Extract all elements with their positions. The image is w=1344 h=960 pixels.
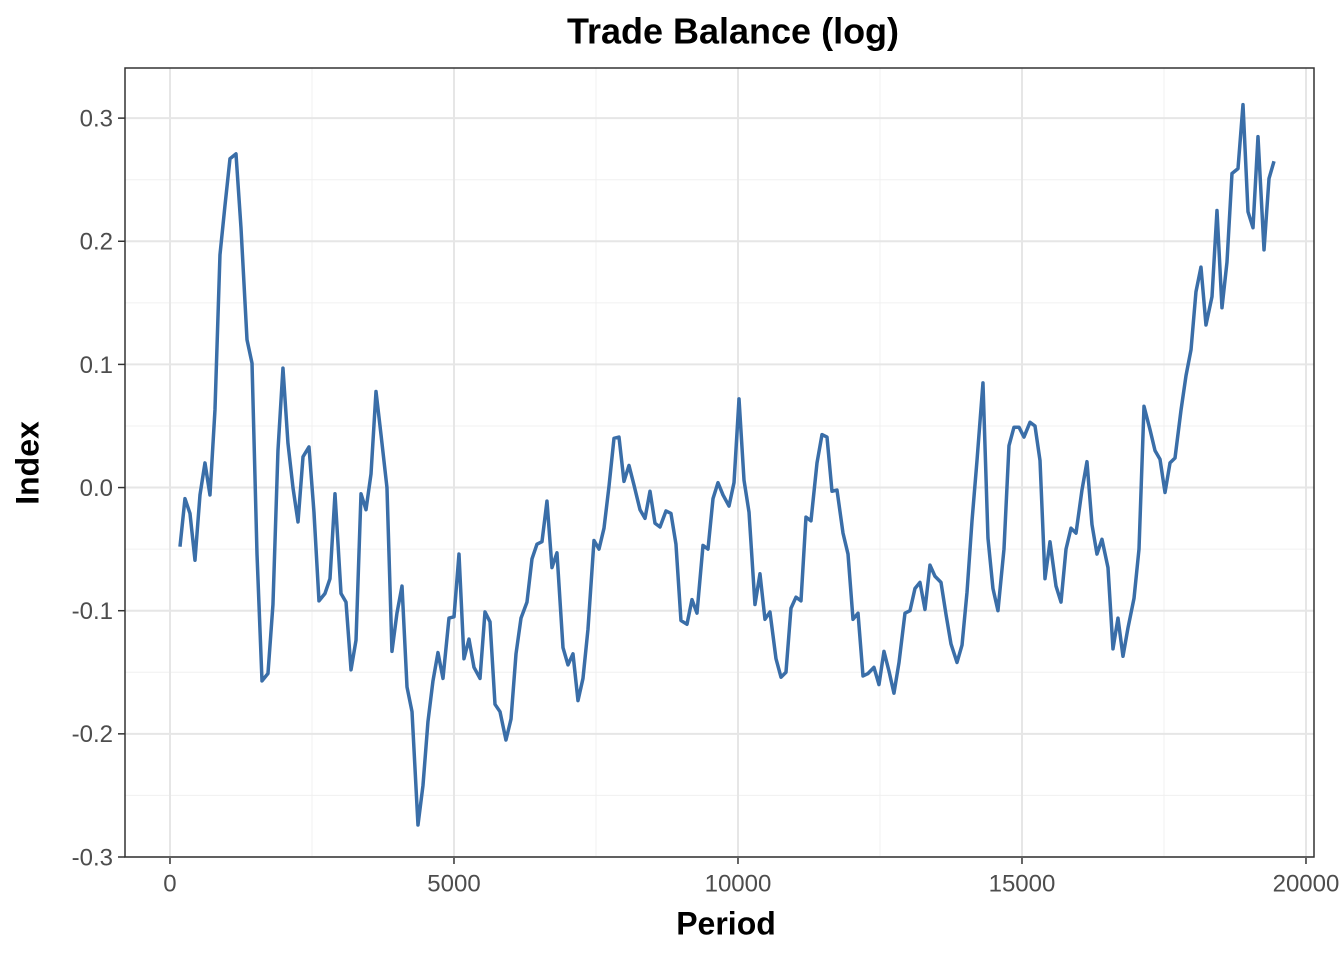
y-tick-label: -0.3 bbox=[72, 844, 113, 871]
y-tick-label: -0.2 bbox=[72, 721, 113, 748]
y-tick-label: 0.1 bbox=[80, 352, 113, 379]
x-tick-label: 15000 bbox=[989, 870, 1056, 897]
plot-border bbox=[124, 67, 1315, 858]
y-tick-label: 0.3 bbox=[80, 105, 113, 132]
chart-title: Trade Balance (log) bbox=[567, 11, 899, 52]
x-tick-label: 10000 bbox=[705, 870, 772, 897]
data-line bbox=[178, 102, 1276, 827]
x-tick-label: 5000 bbox=[427, 870, 480, 897]
x-tick-label: 20000 bbox=[1273, 870, 1340, 897]
y-tick-label: 0.2 bbox=[80, 229, 113, 256]
x-axis-label: Period bbox=[676, 905, 776, 941]
x-tick-label: 0 bbox=[163, 870, 176, 897]
y-axis-label: Index bbox=[9, 421, 45, 505]
y-tick-label: -0.1 bbox=[72, 598, 113, 625]
y-tick-label: 0.0 bbox=[80, 475, 113, 502]
